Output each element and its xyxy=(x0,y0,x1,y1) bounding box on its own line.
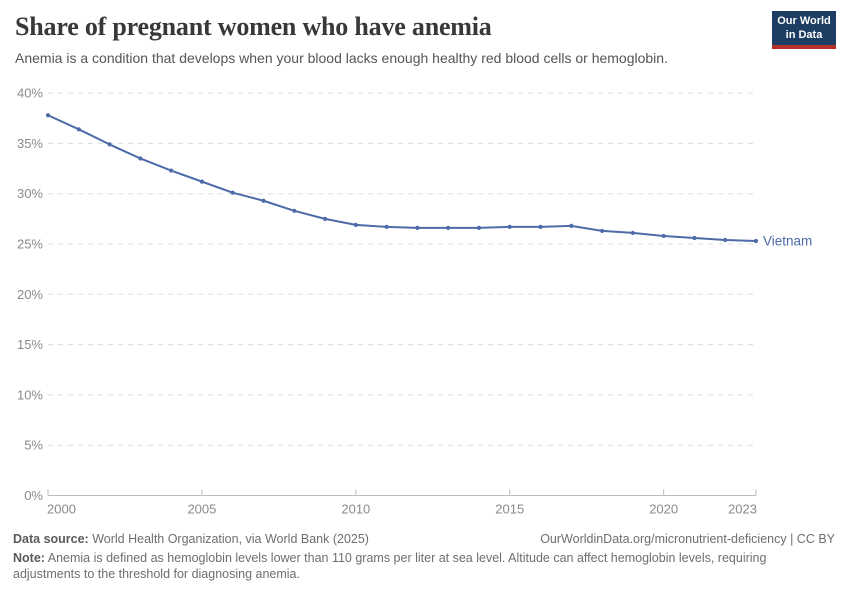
data-point xyxy=(507,224,512,229)
y-gridlines xyxy=(48,92,756,446)
data-point xyxy=(384,224,389,229)
svg-text:40%: 40% xyxy=(17,86,43,101)
svg-text:10%: 10% xyxy=(17,387,43,402)
chart-subtitle: Anemia is a condition that develops when… xyxy=(15,50,668,66)
data-point xyxy=(261,198,266,203)
svg-text:30%: 30% xyxy=(17,186,43,201)
data-point xyxy=(230,190,235,195)
data-point xyxy=(353,222,358,227)
data-point xyxy=(199,179,205,184)
svg-text:2015: 2015 xyxy=(495,502,524,517)
svg-text:2023: 2023 xyxy=(728,502,757,517)
data-point xyxy=(169,168,174,173)
svg-text:35%: 35% xyxy=(17,136,43,151)
data-point xyxy=(45,113,51,118)
svg-text:25%: 25% xyxy=(17,237,43,252)
data-source-label: Data source: xyxy=(13,532,89,546)
data-point xyxy=(107,142,112,147)
data-point xyxy=(292,208,297,213)
owid-logo[interactable]: Our World in Data xyxy=(772,11,836,49)
note-label: Note: xyxy=(13,551,45,565)
data-point xyxy=(661,233,666,239)
y-axis-labels: 0% 5% 10% 15% 20% 25% 30% 35% 40% xyxy=(17,86,43,503)
data-point xyxy=(630,230,635,236)
svg-text:2005: 2005 xyxy=(187,502,216,517)
svg-text:2010: 2010 xyxy=(341,502,370,517)
data-point xyxy=(322,216,328,221)
data-point xyxy=(415,225,420,231)
data-point xyxy=(538,224,543,229)
series-end-label[interactable]: Vietnam xyxy=(763,233,812,248)
note-text: Anemia is defined as hemoglobin levels l… xyxy=(13,551,767,581)
svg-text:15%: 15% xyxy=(17,337,43,352)
data-point xyxy=(753,238,759,244)
data-point xyxy=(569,223,574,228)
chart-footer: Data source: World Health Organization, … xyxy=(13,532,835,582)
data-point xyxy=(138,156,143,161)
data-point xyxy=(599,228,605,234)
owid-logo-line1: Our World xyxy=(777,15,831,27)
data-point xyxy=(476,225,482,231)
svg-text:2020: 2020 xyxy=(649,502,678,517)
line-chart[interactable]: 0% 5% 10% 15% 20% 25% 30% 35% 40% 2000 2005 2010 201… xyxy=(0,78,850,523)
data-points[interactable] xyxy=(45,113,759,244)
vietnam-line[interactable] xyxy=(47,114,757,242)
x-axis xyxy=(47,489,757,496)
data-point xyxy=(723,237,728,243)
data-source: Data source: World Health Organization, … xyxy=(13,532,369,546)
x-axis-labels: 2000 2005 2010 2015 2020 2023 xyxy=(47,502,757,517)
svg-text:20%: 20% xyxy=(17,287,43,302)
svg-text:5%: 5% xyxy=(24,438,43,453)
svg-text:0%: 0% xyxy=(24,488,43,503)
data-point xyxy=(446,225,451,231)
chart-note: Note: Anemia is defined as hemoglobin le… xyxy=(13,551,791,582)
attribution-link[interactable]: OurWorldinData.org/micronutrient-deficie… xyxy=(540,532,835,546)
data-point xyxy=(692,235,697,241)
svg-text:2000: 2000 xyxy=(47,502,76,517)
chart-title: Share of pregnant women who have anemia xyxy=(15,12,492,41)
data-source-text: World Health Organization, via World Ban… xyxy=(92,532,369,546)
data-point xyxy=(76,127,81,132)
owid-logo-line2: in Data xyxy=(785,28,823,41)
